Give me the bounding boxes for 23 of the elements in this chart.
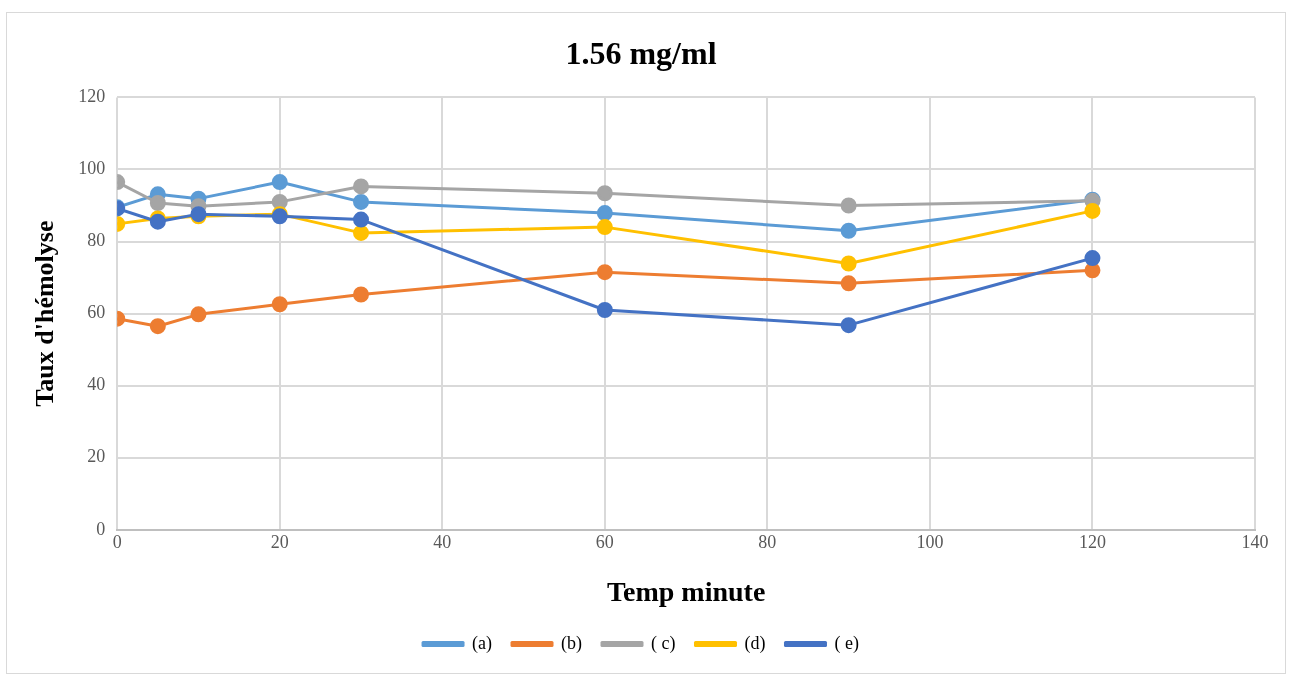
legend-label: ( e) [834,632,859,654]
y-tick-label: 120 [78,86,106,107]
y-tick-label: 40 [87,374,106,395]
legend-label: (d) [744,632,766,654]
legend-label: ( c) [651,632,676,654]
x-tick-label: 20 [270,532,289,553]
y-axis-title: Taux d'hémolyse [30,220,60,407]
x-tick-label: 60 [595,532,614,553]
x-axis-title: Temp minute [606,576,766,608]
x-tick-label: 120 [1078,532,1106,553]
y-tick-label: 100 [78,158,106,179]
y-tick-label: 80 [87,230,106,251]
x-tick-label: 40 [433,532,452,553]
chart-title: 1.56 mg/ml [565,35,717,72]
legend-label: (a) [472,632,493,654]
x-tick-label: 100 [916,532,944,553]
y-tick-label: 20 [87,446,106,467]
y-tick-label: 60 [87,302,106,323]
y-tick-label: 0 [96,518,106,539]
x-tick-label: 0 [112,532,122,553]
x-tick-label: 80 [758,532,777,553]
x-tick-label: 140 [1241,532,1269,553]
legend-label: (b) [561,632,583,654]
